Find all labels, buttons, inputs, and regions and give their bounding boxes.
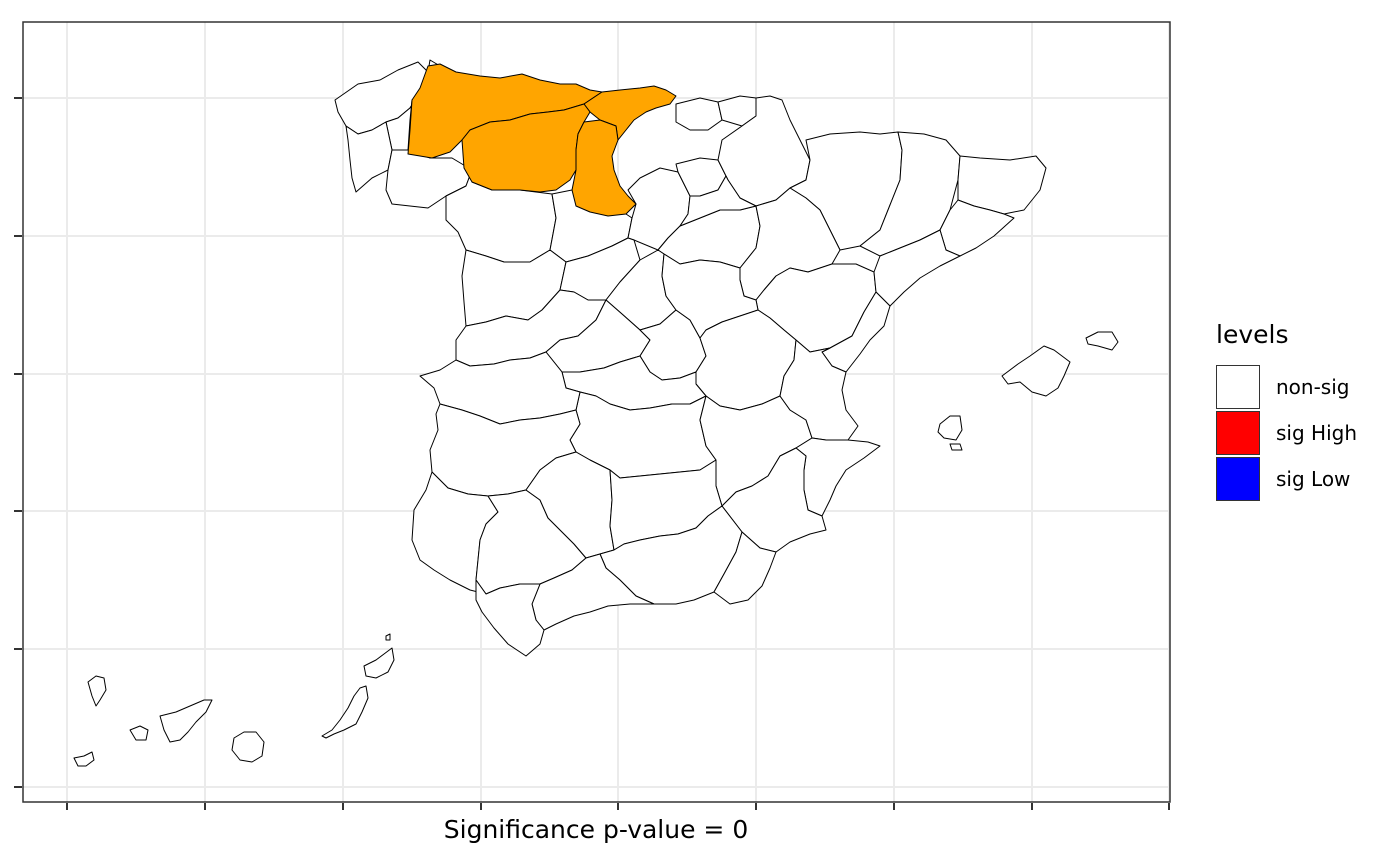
provinces — [73, 59, 1119, 767]
highlighted-provinces — [407, 63, 677, 217]
legend-item-non-sig: non-sig — [1216, 364, 1349, 410]
legend-label: non-sig — [1276, 375, 1350, 399]
axis-ticks — [14, 97, 1170, 810]
island-menorca — [1085, 331, 1119, 351]
province-burgos-orange — [571, 119, 637, 217]
island-gran-canaria — [231, 731, 265, 763]
legend-label: sig High — [1276, 421, 1357, 445]
island-formentera — [949, 443, 963, 451]
island-la-gomera — [129, 725, 149, 741]
island-ibiza — [937, 415, 963, 441]
legend-key-non-sig — [1216, 365, 1260, 409]
province-vizcaya — [675, 97, 723, 131]
legend-item-sig-low: sig Low — [1216, 456, 1350, 502]
province-cadiz — [475, 579, 545, 657]
legend-key-sig-high — [1216, 411, 1260, 455]
province-valencia — [779, 339, 859, 441]
island-la-graciosa — [385, 633, 391, 641]
province-cantabria — [583, 85, 677, 141]
legend-label: sig Low — [1276, 467, 1351, 491]
island-el-hierro — [73, 751, 95, 767]
island-mallorca — [1001, 345, 1071, 397]
island-fuerteventura — [321, 685, 369, 739]
x-axis-label: Significance p-value = 0 — [444, 815, 748, 844]
island-lanzarote — [363, 647, 395, 679]
panel-border — [22, 21, 1171, 803]
legend-key-sig-low — [1216, 457, 1260, 501]
island-tenerife — [159, 699, 213, 743]
province-barcelona — [939, 199, 1015, 257]
province-pontevedra — [345, 121, 393, 193]
province-alicante — [795, 437, 881, 517]
island-la-palma — [87, 675, 107, 707]
legend-title: levels — [1216, 320, 1289, 349]
province-almeria — [713, 531, 777, 605]
legend-item-sig-high: sig High — [1216, 410, 1357, 456]
